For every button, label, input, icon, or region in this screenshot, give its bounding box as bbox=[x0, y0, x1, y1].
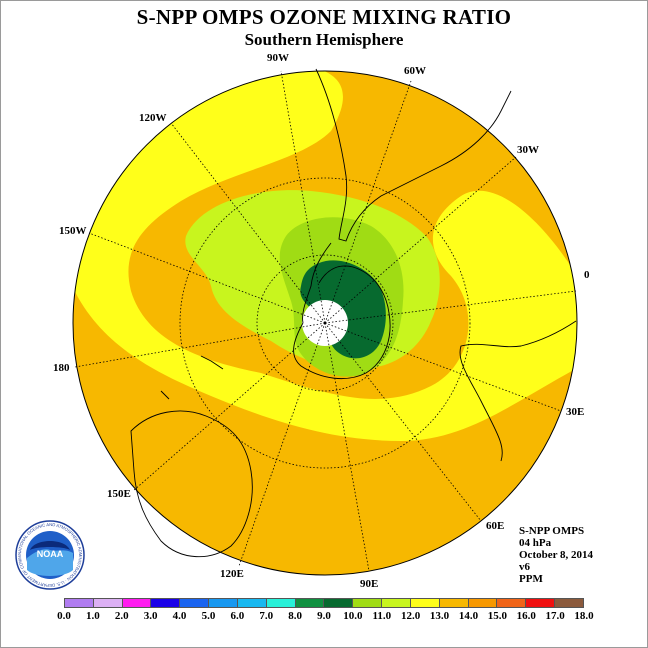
globe-outline bbox=[72, 70, 578, 576]
colorbar-tick-label: 11.0 bbox=[372, 610, 392, 622]
new-zealand-coast bbox=[160, 355, 224, 400]
colorbar-tick-label: 12.0 bbox=[401, 610, 421, 622]
colorbar-tick-label: 15.0 bbox=[487, 610, 507, 622]
colorbar-swatch bbox=[439, 599, 469, 607]
colorbar-tick-label: 10.0 bbox=[343, 610, 363, 622]
colorbar-swatch bbox=[122, 599, 152, 607]
noaa-logo: NOAA NATIONAL OCEANIC AND ATMOSPHERIC AD… bbox=[15, 520, 85, 590]
meridian-150w bbox=[88, 232, 326, 324]
lon-label-90w: 90W bbox=[267, 52, 289, 64]
colorbar-swatch bbox=[209, 599, 238, 607]
colorbar bbox=[64, 598, 584, 608]
info-version: v6 bbox=[519, 561, 530, 573]
info-units: PPM bbox=[519, 573, 543, 585]
colorbar-tick-label: 8.0 bbox=[288, 610, 302, 622]
lon-label-30e: 30E bbox=[566, 406, 584, 418]
info-level: 04 hPa bbox=[519, 537, 552, 549]
colorbar-swatch bbox=[555, 599, 583, 607]
colorbar-tick-label: 14.0 bbox=[458, 610, 479, 622]
meridian-0 bbox=[324, 290, 577, 324]
colorbar-swatch bbox=[497, 599, 527, 607]
colorbar-tick-label: 4.0 bbox=[172, 610, 187, 622]
meridian-60e bbox=[324, 322, 482, 522]
latitude-circle-50s bbox=[179, 177, 471, 469]
lon-label-150w: 150W bbox=[59, 225, 87, 237]
antarctic-peninsula bbox=[302, 242, 332, 324]
yellow-region bbox=[73, 71, 577, 441]
logo-text: NOAA bbox=[37, 549, 64, 559]
lon-label-60e: 60E bbox=[486, 520, 504, 532]
lon-label-60w: 60W bbox=[404, 65, 426, 77]
meridian-90w bbox=[280, 70, 326, 324]
lon-label-150e: 150E bbox=[107, 488, 131, 500]
lon-label-180: 180 bbox=[53, 362, 70, 374]
pole-point bbox=[323, 321, 327, 325]
africa-coast bbox=[459, 320, 577, 462]
colorbar-swatch bbox=[468, 599, 498, 607]
coastlines bbox=[130, 68, 577, 558]
colorbar-tick-label: 5.0 bbox=[201, 610, 216, 622]
graticule bbox=[74, 70, 577, 572]
colorbar-tick-label: 2.0 bbox=[114, 610, 129, 622]
meridian-120e bbox=[238, 322, 326, 567]
meridian-180 bbox=[74, 322, 326, 368]
logo-bird-icon bbox=[30, 541, 70, 550]
colorbar-tick-label: 17.0 bbox=[545, 610, 565, 622]
lon-label-0: 0 bbox=[584, 269, 590, 281]
colorbar-tick-label: 3.0 bbox=[143, 610, 158, 622]
lon-label-30w: 30W bbox=[517, 144, 539, 156]
colorbar-tick-label: 13.0 bbox=[429, 610, 450, 622]
colorbar-tick-label: 9.0 bbox=[317, 610, 331, 622]
colorbar-labels: 0.0 1.0 2.0 3.0 4.0 5.0 6.0 7.0 8.0 9.0 10.0 11.0 12… bbox=[1, 610, 647, 624]
latitude-circle-70s bbox=[256, 254, 394, 392]
colorbar-tick-label: 0.0 bbox=[57, 610, 71, 622]
lon-label-120e: 120E bbox=[220, 568, 244, 580]
page-title: S-NPP OMPS OZONE MIXING RATIO bbox=[136, 5, 512, 29]
lon-label-120w: 120W bbox=[139, 112, 167, 124]
colorbar-swatch bbox=[65, 599, 94, 607]
colorbar-swatch bbox=[382, 599, 411, 607]
colorbar-tick-label: 1.0 bbox=[86, 610, 100, 622]
colorbar-swatch bbox=[353, 599, 383, 607]
meridian-120w bbox=[170, 122, 326, 324]
colorbar-swatch bbox=[295, 599, 325, 607]
logo-wave-icon bbox=[27, 549, 73, 576]
colorbar-swatch bbox=[410, 599, 440, 607]
colorbar-tick-label: 16.0 bbox=[516, 610, 536, 622]
meridian-150e bbox=[132, 322, 326, 492]
lon-label-90e: 90E bbox=[360, 578, 378, 590]
info-instrument: S-NPP OMPS bbox=[519, 525, 585, 537]
colorbar-swatch bbox=[151, 599, 181, 607]
colorbar-swatch bbox=[93, 599, 123, 607]
australia-coast bbox=[130, 410, 253, 558]
colorbar-swatch bbox=[526, 599, 556, 607]
colorbar-swatch bbox=[324, 599, 354, 607]
product-info: S-NPP OMPS 04 hPa October 8, 2014 v6 PPM bbox=[519, 525, 593, 585]
colorbar-swatch bbox=[266, 599, 296, 607]
colorbar-swatch bbox=[180, 599, 210, 607]
meridian-60w bbox=[324, 80, 412, 324]
colorbar-swatch bbox=[237, 599, 267, 607]
antarctica-coast bbox=[293, 265, 391, 379]
south-america-coast bbox=[315, 68, 512, 242]
colorbar-tick-label: 18.0 bbox=[574, 610, 594, 622]
page-subtitle: Southern Hemisphere bbox=[244, 30, 404, 49]
colorbar-tick-label: 6.0 bbox=[230, 610, 245, 622]
info-date: October 8, 2014 bbox=[519, 549, 594, 561]
meridian-30w bbox=[324, 156, 517, 324]
colorbar-tick-label: 7.0 bbox=[259, 610, 274, 622]
map-contours bbox=[73, 71, 577, 575]
